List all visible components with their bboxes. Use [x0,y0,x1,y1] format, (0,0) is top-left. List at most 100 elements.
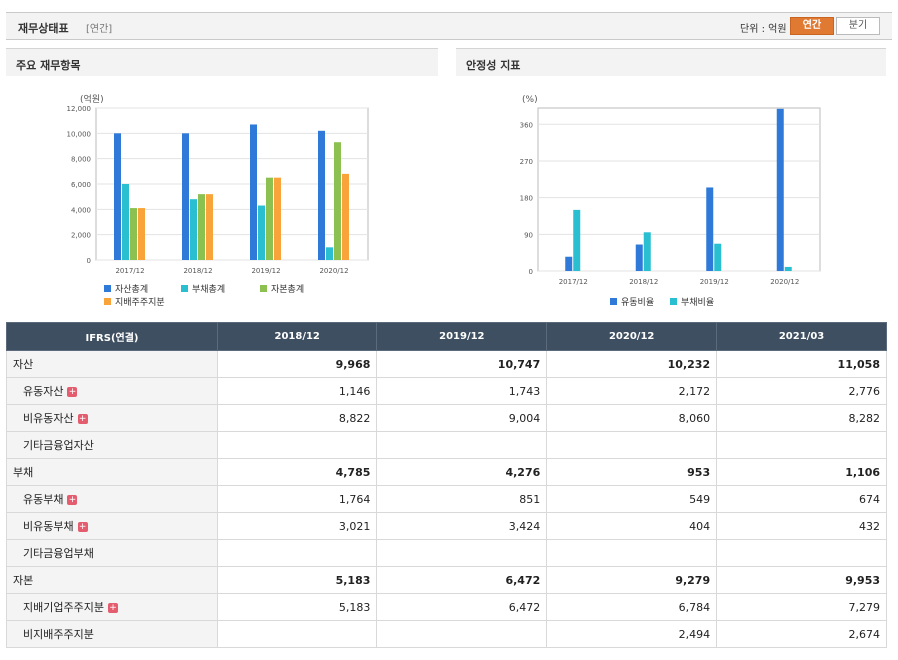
bar [334,142,341,260]
row-label: 기타금융업부채 [6,539,218,567]
financial-items-chart: (억원) 0 2,000 4,000 6,000 8,000 10,000 12,000 201… [67,93,369,308]
y-tick-label: 0 [87,257,91,265]
statement-period: [연간] [86,24,113,35]
table-cell: 8,282 [716,404,887,432]
y-tick-label: 90 [524,231,533,239]
table-cell: 8,060 [546,404,718,432]
table-cell [546,431,718,459]
bar [776,108,784,271]
expand-plus-icon[interactable]: + [77,522,88,532]
x-tick-label: 2017/12 [115,267,144,275]
x-tick-label: 2018/12 [183,267,212,275]
bar [138,208,145,260]
table-row: 지배기업주주지분 +5,183 6,472 6,784 7,279 [6,593,887,621]
table-cell: 4,785 [216,458,378,486]
row-label-text: 비지배주주지분 [23,628,94,641]
col-header-period: 2019/12 [376,322,548,351]
y-tick-label: 12,000 [67,105,92,113]
plot-frame [537,107,821,272]
row-label: 부채 [6,458,218,486]
row-label: 자산 [6,350,218,378]
row-label-text: 유동자산 [23,385,64,398]
row-label-text: 자산 [13,358,34,371]
expand-plus-icon[interactable]: + [107,603,118,613]
row-label: 유동자산 + [6,377,218,405]
table-row: 비유동부채 +3,021 3,424 404 432 [6,512,887,540]
statement-title: 재무상태표 [18,22,69,35]
y-tick-label: 0 [529,268,533,276]
table-cell: 9,968 [216,350,378,378]
row-label-text: 비유동자산 [23,412,74,425]
expand-plus-icon[interactable]: + [77,414,88,424]
x-tick-label: 2019/12 [251,267,280,275]
row-label: 유동부채 + [6,485,218,513]
y-axis-label: (%) [522,95,538,105]
expand-plus-icon[interactable]: + [67,387,78,397]
legend-swatch [610,298,617,305]
table-cell: 2,674 [716,620,887,648]
y-tick-label: 270 [520,158,533,166]
bar [318,130,325,260]
table-cell: 9,004 [376,404,548,432]
balance-sheet-table: IFRS(연결) 2018/12 2019/12 2020/12 2021/03… [6,322,887,648]
y-tick-label: 10,000 [67,130,92,138]
row-label: 비유동자산 + [6,404,218,432]
y-tick-label: 8,000 [71,156,91,164]
table-row: 유동자산 +1,146 1,743 2,172 2,776 [6,377,887,405]
table-cell: 8,822 [216,404,378,432]
row-label-text: 자본 [13,574,34,587]
table-cell: 7,279 [716,593,887,621]
row-label-text: 기타금융업부채 [23,547,94,560]
bar [250,124,257,260]
x-tick-label: 2018/12 [629,278,658,286]
row-label: 비지배주주지분 [6,620,218,648]
row-label: 기타금융업자산 [6,431,218,459]
bar [565,256,573,271]
bar [714,243,722,271]
table-cell [716,431,887,459]
col-header-basis: IFRS(연결) [6,322,218,351]
table-cell: 9,279 [546,566,718,594]
table-row: 자산 9,968 10,747 10,232 11,058 [6,350,887,378]
row-label-text: 비유동부채 [23,520,74,533]
table-cell: 674 [716,485,887,513]
x-tick-label: 2020/12 [770,278,799,286]
row-label-text: 지배기업주주지분 [23,601,104,614]
table-header-row: IFRS(연결) 2018/12 2019/12 2020/12 2021/03 [6,322,887,351]
table-cell [376,620,548,648]
table-cell: 6,472 [376,566,548,594]
bar [198,194,205,260]
table-cell [216,620,378,648]
bar [635,244,643,271]
bar [784,266,792,271]
bar [130,208,137,260]
bar [122,184,129,260]
quarter-button[interactable]: 분기 [836,17,880,35]
bar [190,199,197,260]
x-tick-label: 2020/12 [319,267,348,275]
unit-label: 단위 : 억원 [740,24,787,35]
table-cell: 549 [546,485,718,513]
table-cell: 1,106 [716,458,887,486]
col-header-period: 2021/03 [716,322,887,351]
table-cell: 10,232 [546,350,718,378]
bar [266,177,273,260]
bar [706,187,714,271]
legend-label: 부채비율 [681,297,714,308]
table-cell [376,431,548,459]
x-tick-label: 2017/12 [559,278,588,286]
table-cell: 4,276 [376,458,548,486]
annual-button[interactable]: 연간 [790,17,834,35]
table-cell [216,431,378,459]
table-cell: 5,183 [216,566,378,594]
table-row: 비유동자산 +8,822 9,004 8,060 8,282 [6,404,887,432]
table-cell [546,539,718,567]
table-cell: 6,784 [546,593,718,621]
expand-plus-icon[interactable]: + [67,495,78,505]
table-cell: 3,021 [216,512,378,540]
stability-ratio-chart: (%) 0 90 180 270 360 2017/12 2018/12 2019/12 2020… [520,95,821,308]
table-row: 유동부채 +1,764 851 549 674 [6,485,887,513]
bar [573,209,581,271]
legend-swatch [260,285,267,292]
table-cell: 953 [546,458,718,486]
